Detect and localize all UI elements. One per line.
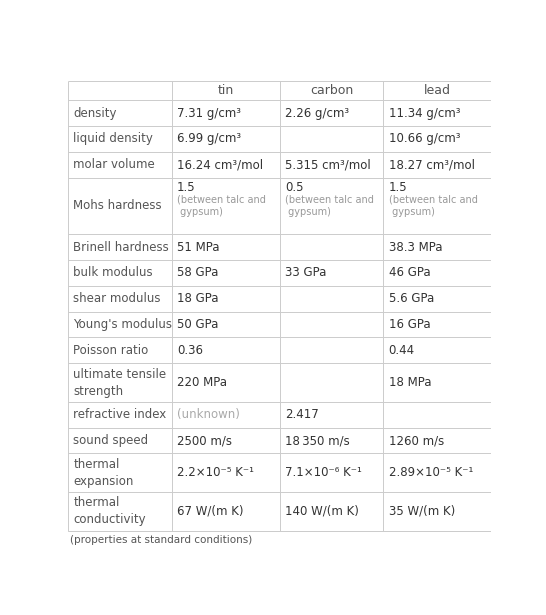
Text: 67 W/(m K): 67 W/(m K): [177, 505, 244, 518]
Text: 2.26 g/cm³: 2.26 g/cm³: [285, 106, 349, 120]
Text: 38.3 MPa: 38.3 MPa: [389, 240, 442, 254]
Text: molar volume: molar volume: [73, 158, 155, 171]
Text: 50 GPa: 50 GPa: [177, 318, 218, 331]
Text: 0.44: 0.44: [389, 344, 415, 357]
Text: Poisson ratio: Poisson ratio: [73, 344, 149, 357]
Text: Mohs hardness: Mohs hardness: [73, 199, 162, 212]
Text: 2500 m/s: 2500 m/s: [177, 434, 232, 447]
Text: 16 GPa: 16 GPa: [389, 318, 430, 331]
Text: (unknown): (unknown): [177, 408, 240, 421]
Text: ultimate tensile
strength: ultimate tensile strength: [73, 368, 167, 397]
Text: 10.66 g/cm³: 10.66 g/cm³: [389, 132, 460, 145]
Text: refractive index: refractive index: [73, 408, 167, 421]
Text: 51 MPa: 51 MPa: [177, 240, 219, 254]
Text: 5.315 cm³/mol: 5.315 cm³/mol: [285, 158, 371, 171]
Text: 1.5: 1.5: [389, 181, 407, 194]
Text: 35 W/(m K): 35 W/(m K): [389, 505, 455, 518]
Text: lead: lead: [424, 84, 451, 97]
Text: thermal
expansion: thermal expansion: [73, 458, 134, 488]
Text: density: density: [73, 106, 117, 120]
Text: 6.99 g/cm³: 6.99 g/cm³: [177, 132, 241, 145]
Text: 58 GPa: 58 GPa: [177, 266, 218, 279]
Text: 1260 m/s: 1260 m/s: [389, 434, 444, 447]
Text: 18 350 m/s: 18 350 m/s: [285, 434, 349, 447]
Text: 1.5: 1.5: [177, 181, 195, 194]
Text: bulk modulus: bulk modulus: [73, 266, 153, 279]
Text: (between talc and
 gypsum): (between talc and gypsum): [177, 194, 266, 218]
Text: 18.27 cm³/mol: 18.27 cm³/mol: [389, 158, 474, 171]
Text: carbon: carbon: [310, 84, 353, 97]
Text: 33 GPa: 33 GPa: [285, 266, 327, 279]
Text: 5.6 GPa: 5.6 GPa: [389, 292, 434, 305]
Text: 18 MPa: 18 MPa: [389, 376, 431, 389]
Text: 2.89×10⁻⁵ K⁻¹: 2.89×10⁻⁵ K⁻¹: [389, 466, 473, 479]
Text: 7.1×10⁻⁶ K⁻¹: 7.1×10⁻⁶ K⁻¹: [285, 466, 362, 479]
Text: thermal
conductivity: thermal conductivity: [73, 496, 146, 526]
Text: tin: tin: [218, 84, 234, 97]
Text: 18 GPa: 18 GPa: [177, 292, 218, 305]
Text: (between talc and
 gypsum): (between talc and gypsum): [389, 194, 477, 218]
Text: 2.2×10⁻⁵ K⁻¹: 2.2×10⁻⁵ K⁻¹: [177, 466, 254, 479]
Text: (between talc and
 gypsum): (between talc and gypsum): [285, 194, 374, 218]
Text: Young's modulus: Young's modulus: [73, 318, 173, 331]
Text: 2.417: 2.417: [285, 408, 319, 421]
Text: 46 GPa: 46 GPa: [389, 266, 430, 279]
Text: 0.36: 0.36: [177, 344, 203, 357]
Text: 220 MPa: 220 MPa: [177, 376, 227, 389]
Text: 140 W/(m K): 140 W/(m K): [285, 505, 359, 518]
Text: Brinell hardness: Brinell hardness: [73, 240, 169, 254]
Text: sound speed: sound speed: [73, 434, 149, 447]
Text: 16.24 cm³/mol: 16.24 cm³/mol: [177, 158, 263, 171]
Text: 11.34 g/cm³: 11.34 g/cm³: [389, 106, 460, 120]
Text: liquid density: liquid density: [73, 132, 153, 145]
Text: shear modulus: shear modulus: [73, 292, 161, 305]
Text: (properties at standard conditions): (properties at standard conditions): [70, 534, 253, 545]
Text: 0.5: 0.5: [285, 181, 304, 194]
Text: 7.31 g/cm³: 7.31 g/cm³: [177, 106, 241, 120]
